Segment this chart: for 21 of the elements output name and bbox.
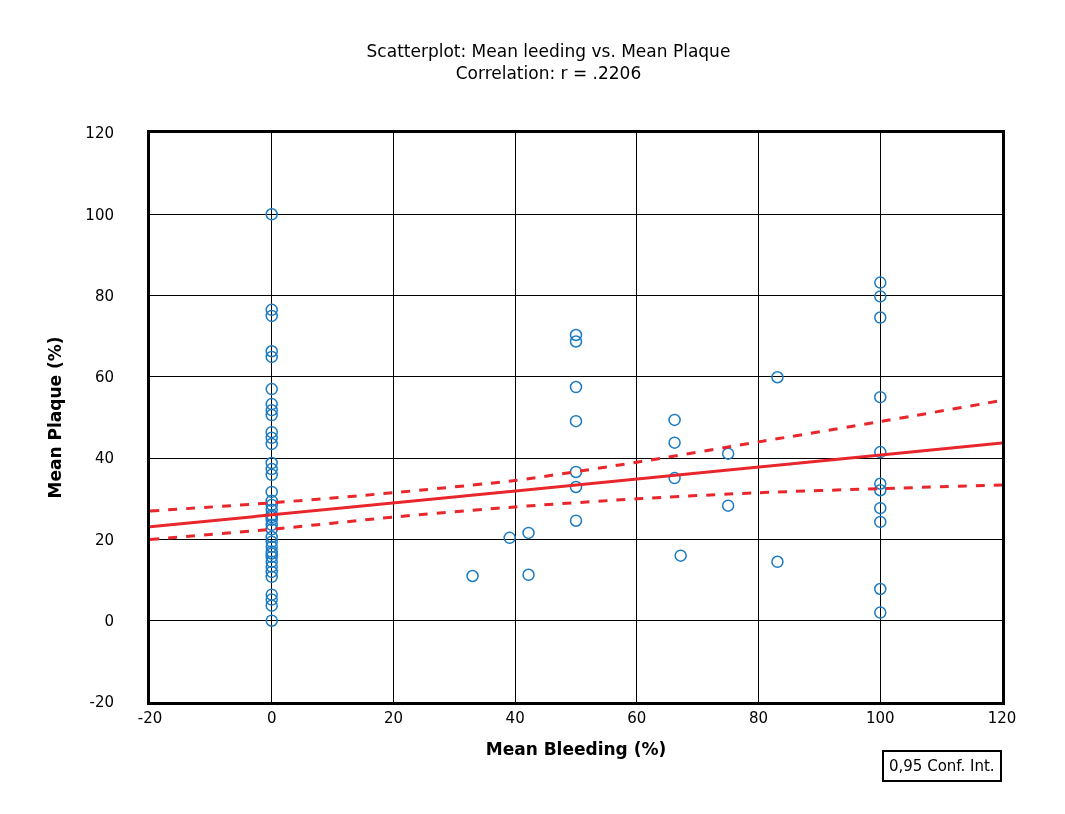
- y-tick-label: 100: [85, 205, 114, 224]
- y-tick-label: -20: [89, 693, 114, 712]
- y-tick-label: 80: [94, 286, 114, 305]
- x-tick-label: 60: [627, 709, 647, 727]
- text: 0,95 Conf. Int.: [889, 757, 995, 775]
- x-tick-label: 100: [865, 709, 895, 727]
- y-axis-title: Mean Plaque (%): [44, 336, 65, 499]
- y-tick-label: 20: [94, 530, 114, 549]
- x-tick-label: 20: [383, 709, 403, 727]
- chart-title: Scatterplot: Mean leeding vs. Mean Plaque: [366, 40, 731, 61]
- x-tick-label: 80: [749, 709, 769, 727]
- y-tick-label: 0: [104, 611, 114, 630]
- x-tick-label: -20: [137, 709, 163, 727]
- x-tick-label: 40: [505, 709, 525, 727]
- y-tick-label: 60: [94, 368, 114, 387]
- chart-subtitle: Correlation: r = .2206: [455, 63, 642, 84]
- x-tick-label: 0: [266, 709, 277, 727]
- x-tick-label: 120: [987, 709, 1017, 727]
- y-tick-label: 40: [94, 449, 114, 468]
- y-tick-label: 120: [85, 124, 114, 143]
- x-axis-title: Mean Bleeding (%): [485, 739, 667, 760]
